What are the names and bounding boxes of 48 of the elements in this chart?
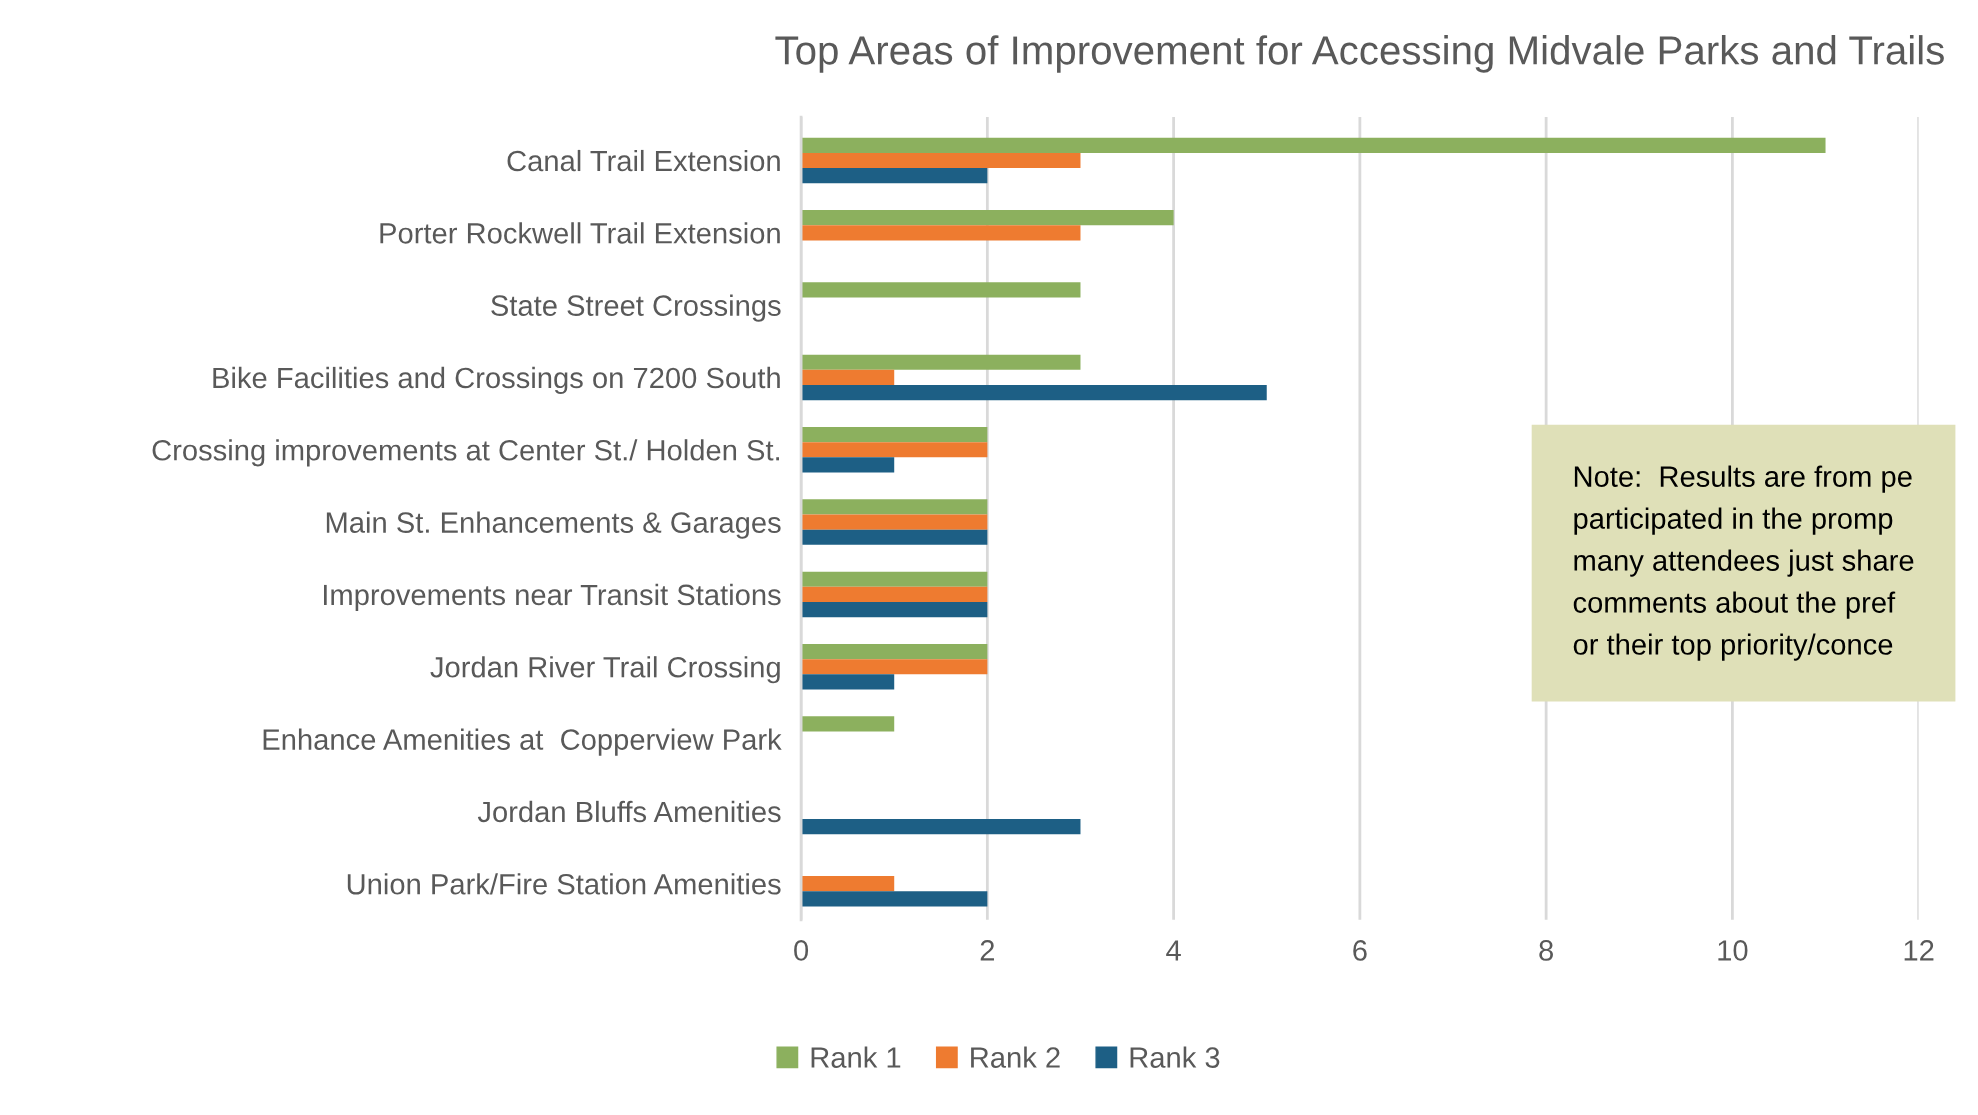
bar: [801, 659, 988, 675]
bar: [801, 369, 895, 386]
x-tick-label: 10: [1718, 940, 1748, 961]
chart-title: Top Areas of Improvement for Accessing Midvale Parks and Trails: [775, 35, 1944, 73]
bar: [801, 152, 1081, 169]
y-tick-label: Bike Facilities and Crossings on 7200 South: [213, 366, 780, 395]
annotation: Note: Results are from pe participated in the promp many attendees just share comments about the pref or their top priority/conce: [1573, 465, 1914, 661]
bar: [801, 571, 988, 587]
bar: [801, 643, 988, 660]
x-tick-label: 6: [1353, 940, 1367, 961]
bar: [801, 225, 1081, 241]
bar: [801, 602, 988, 618]
y-tick-label: Porter Rockwell Trail Extension: [380, 222, 780, 244]
bar: [801, 137, 1826, 153]
bar: [801, 674, 895, 690]
bar: [801, 426, 988, 443]
bar: [801, 168, 988, 184]
y-tick-label: Crossing improvements at Center St./ Holden St.: [152, 439, 780, 467]
y-tick-label: Main St. Enhancements & Garages: [326, 511, 781, 539]
y-tick-label: Jordan Bluffs Amenities: [477, 800, 781, 823]
y-tick-label: Enhance Amenities at Copperview Park: [263, 728, 782, 756]
bar: [801, 891, 988, 907]
bar: [801, 442, 988, 458]
legend-label: Rank 1: [811, 1046, 901, 1068]
bar: [801, 282, 1081, 298]
y-tick-label: State Street Crossings: [491, 294, 781, 322]
y-tick-label: Improvements near Transit Stations: [323, 583, 781, 612]
legend-label: Rank 2: [971, 1046, 1060, 1068]
x-tick-label: 2: [980, 940, 994, 961]
bar: [801, 457, 895, 473]
bar: [801, 385, 1267, 401]
bar: [801, 499, 988, 515]
x-tick-label: 0: [794, 940, 809, 961]
x-tick-label: 8: [1539, 940, 1553, 961]
bar: [801, 716, 895, 732]
bar: [801, 818, 1081, 835]
y-tick-label: Canal Trail Extension: [507, 149, 780, 172]
y-tick-label: Jordan River Trail Crossing: [430, 656, 780, 684]
x-tick-label: 4: [1166, 940, 1181, 961]
bar: [801, 586, 988, 603]
bar: [801, 529, 988, 545]
y-tick-label: Union Park/Fire Station Amenities: [347, 873, 781, 895]
bar: [801, 210, 1174, 226]
bar: [801, 354, 1081, 370]
bar: [801, 876, 895, 892]
bar: [801, 514, 988, 530]
x-tick-label: 12: [1904, 940, 1934, 961]
legend-label: Rank 3: [1130, 1046, 1220, 1068]
